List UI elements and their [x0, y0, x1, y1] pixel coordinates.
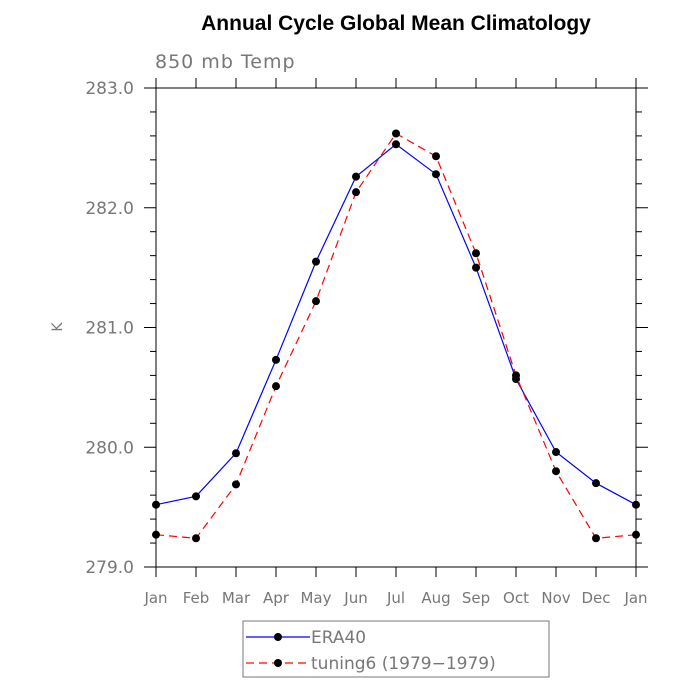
data-point: [432, 152, 440, 161]
x-tick-label: Jul: [386, 589, 405, 607]
x-tick-label: Nov: [541, 589, 570, 607]
x-tick-label: Feb: [183, 589, 210, 607]
data-point: [272, 382, 280, 391]
x-tick-label: Jun: [343, 589, 367, 607]
data-point: [552, 467, 560, 476]
data-point: [472, 249, 480, 258]
data-point: [232, 480, 240, 489]
data-point: [392, 129, 400, 138]
series-1: [152, 129, 640, 543]
data-point: [352, 188, 360, 197]
legend-label: tuning6 (1979−1979): [311, 654, 496, 674]
data-point: [632, 500, 640, 509]
data-point: [592, 534, 600, 543]
x-tick-label: Aug: [421, 589, 450, 607]
data-point: [552, 448, 560, 457]
x-tick-label: Apr: [263, 589, 290, 607]
axis-ticks: 279.0 280.0 281.0 282.0 283.0 Jan Feb Mar Apr May…: [85, 78, 648, 607]
data-point: [352, 172, 360, 181]
data-point: [472, 263, 480, 272]
legend-box: [242, 620, 550, 678]
data-point: [592, 479, 600, 488]
y-tick-label: 283.0: [85, 79, 134, 99]
data-point: [152, 530, 160, 539]
x-tick-label: Sep: [462, 589, 490, 607]
series-layer: [152, 129, 640, 543]
series-0: [152, 140, 640, 509]
x-tick-label: Dec: [581, 589, 610, 607]
data-point: [192, 492, 200, 501]
data-point: [312, 257, 320, 266]
x-tick-label: Jan: [623, 589, 647, 607]
legend-item: tuning6 (1979−1979): [246, 654, 496, 674]
data-point: [432, 170, 440, 179]
data-point: [152, 500, 160, 509]
x-tick-label: Jan: [143, 589, 167, 607]
y-tick-label: 281.0: [85, 319, 134, 339]
legend-label: ERA40: [311, 628, 366, 648]
x-tick-label: Mar: [222, 589, 251, 607]
data-point: [392, 140, 400, 149]
x-tick-label: May: [300, 589, 331, 607]
chart-title: Annual Cycle Global Mean Climatology: [201, 12, 591, 35]
x-tick-label: Oct: [503, 589, 529, 607]
y-tick-label: 282.0: [85, 199, 134, 219]
data-point: [232, 449, 240, 458]
legend-marker: [274, 633, 282, 641]
legend-item: ERA40: [246, 628, 366, 648]
y-tick-label: 280.0: [85, 438, 134, 458]
data-point: [272, 355, 280, 364]
data-point: [192, 534, 200, 543]
y-tick-label: 279.0: [85, 558, 134, 578]
chart-subtitle: 850 mb Temp: [155, 51, 296, 73]
series-line: [155, 132, 637, 539]
data-point: [312, 297, 320, 306]
legend-marker: [274, 659, 282, 667]
data-point: [632, 530, 640, 539]
series-line: [155, 143, 637, 506]
legend: ERA40 tuning6 (1979−1979): [242, 620, 550, 678]
data-point: [512, 371, 520, 380]
y-axis-label: K: [50, 322, 66, 332]
